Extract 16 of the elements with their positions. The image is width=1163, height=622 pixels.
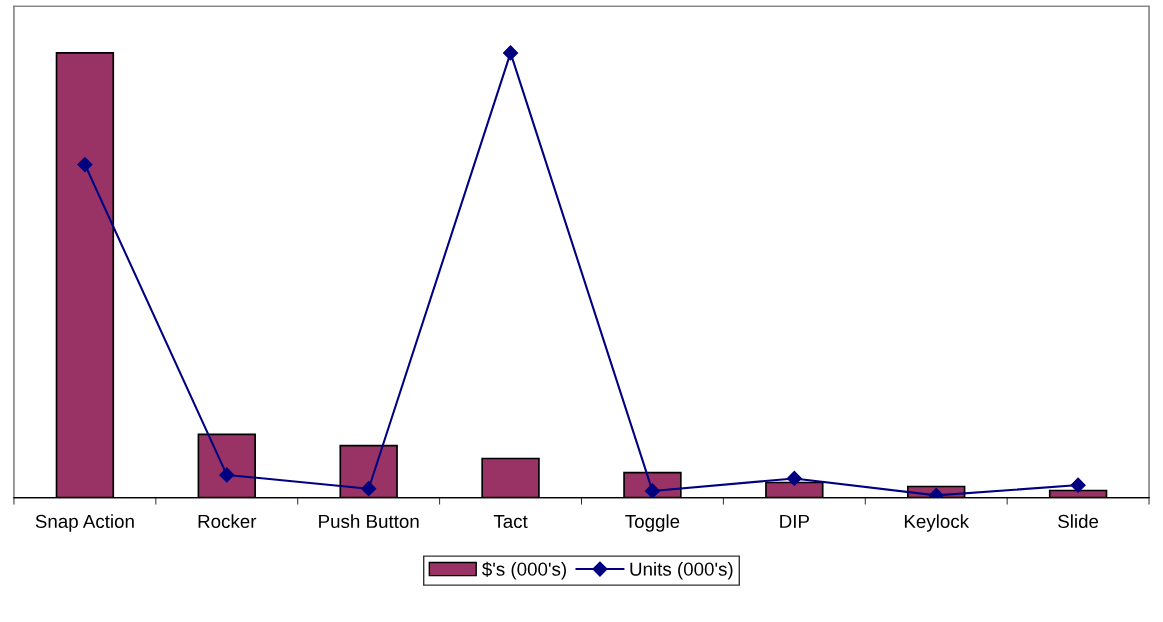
x-tick-label: Toggle (625, 514, 680, 532)
x-tick-label: Rocker (198, 514, 257, 529)
x-tick-label: Slide (1058, 514, 1099, 529)
legend-label: Units (000's) (630, 562, 733, 580)
point (502, 45, 519, 61)
point (219, 467, 235, 483)
x-tick-label: Snap Action (35, 514, 134, 532)
x-tick-label: Tact (493, 514, 528, 529)
point (361, 481, 377, 497)
point (77, 156, 93, 173)
x-tick-label: Push Button (319, 514, 419, 529)
x-tick-label: Keylock (904, 514, 970, 532)
x-tick-label: DIP (780, 514, 809, 528)
point (786, 470, 802, 487)
point (1070, 477, 1086, 493)
legend-label: $'s (000's) (482, 561, 566, 580)
